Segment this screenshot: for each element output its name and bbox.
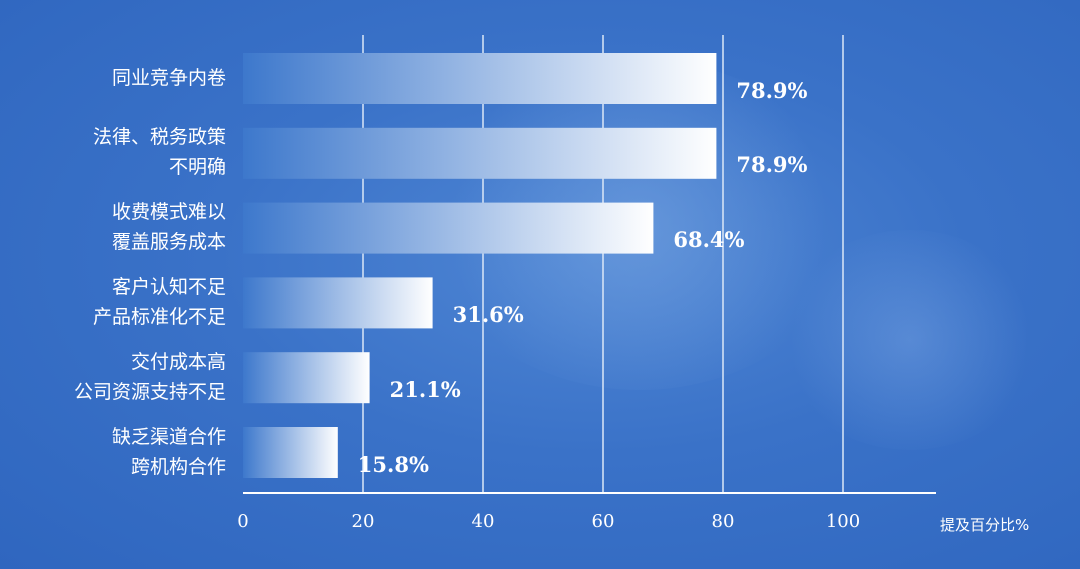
x-tick-label: 0 [237, 511, 249, 532]
bar-0 [243, 53, 717, 104]
bar-3 [243, 277, 433, 329]
grid-lines [362, 35, 844, 493]
x-tick-label: 100 [825, 511, 861, 532]
bar-5 [243, 427, 338, 478]
value-label: 68.4% [673, 227, 745, 253]
bar-4 [243, 352, 370, 404]
x-tick-label: 20 [351, 511, 375, 532]
category-label: 收费模式难以 覆盖服务成本 [111, 201, 226, 254]
category-label: 法律、税务政策 不明确 [92, 126, 226, 179]
x-axis-title: 提及百分比% [940, 516, 1030, 534]
category-label: 同业竞争内卷 [111, 66, 226, 89]
category-label: 交付成本高 公司资源支持不足 [73, 350, 226, 403]
bar-2 [243, 202, 654, 254]
value-label: 21.1% [389, 376, 461, 402]
value-label: 15.8% [357, 451, 429, 477]
value-label: 78.9% [736, 77, 808, 103]
value-label: 78.9% [736, 152, 808, 178]
x-tick-label: 40 [471, 511, 495, 532]
bar-1 [243, 127, 717, 179]
x-tick-label: 60 [591, 511, 615, 532]
x-tick-label: 80 [711, 511, 735, 532]
category-label: 缺乏渠道合作 跨机构合作 [111, 425, 226, 478]
category-label: 客户认知不足 产品标准化不足 [92, 275, 226, 328]
value-label: 31.6% [452, 301, 524, 327]
bars [243, 53, 717, 478]
